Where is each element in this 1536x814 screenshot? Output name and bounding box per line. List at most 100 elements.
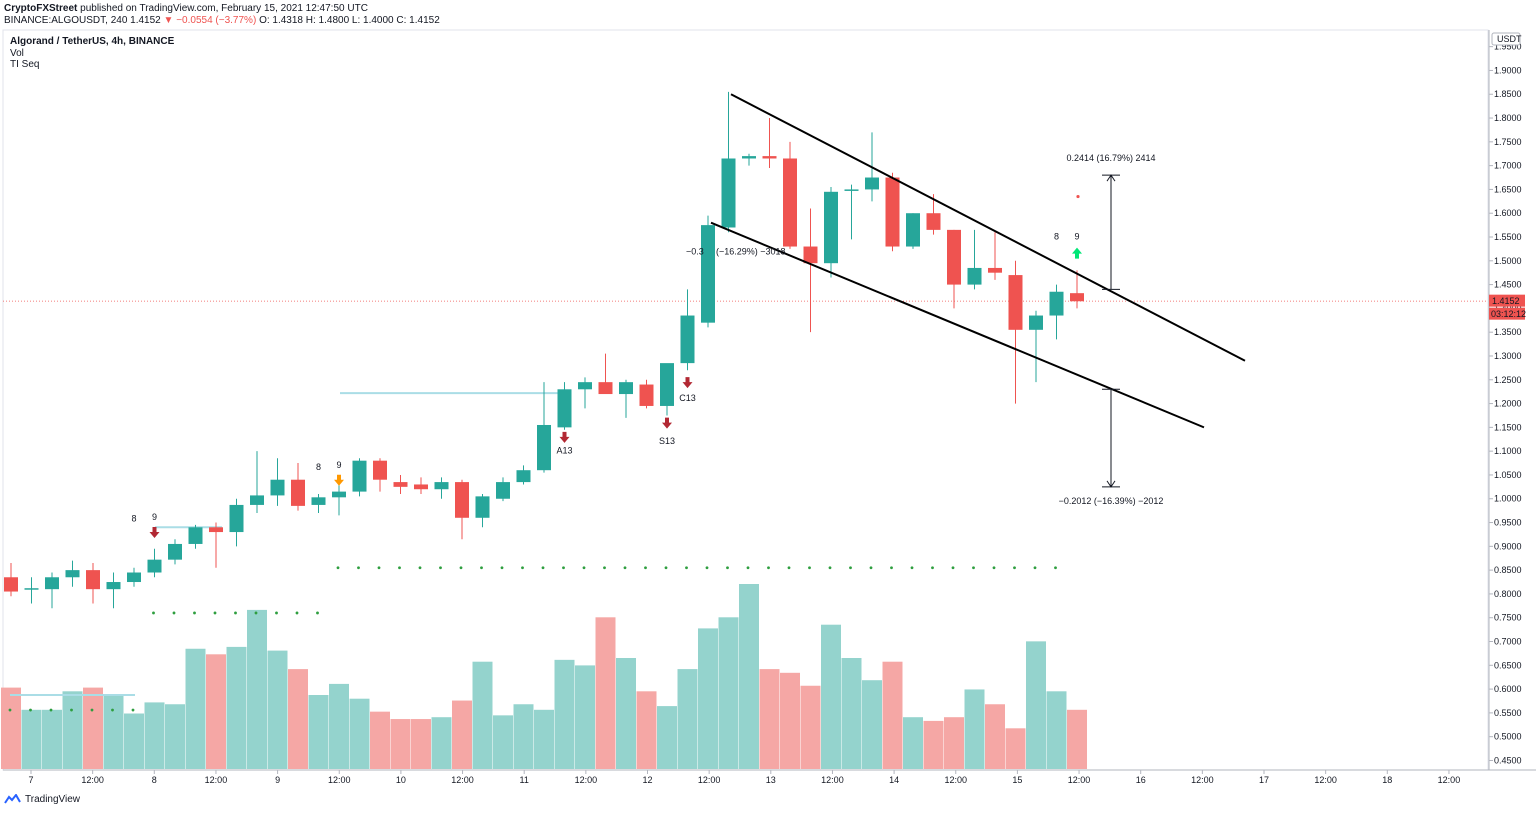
price-tick-label: 1.0500 — [1494, 470, 1522, 480]
price-tick-label: 1.2000 — [1494, 399, 1522, 409]
volume-bar — [83, 687, 103, 769]
volume-bar — [493, 715, 513, 769]
seq-support-dot — [664, 566, 668, 570]
candle-body — [168, 543, 182, 560]
seq-support-dot — [972, 566, 975, 570]
candle-body — [885, 177, 900, 247]
seq-down-arrow-icon — [149, 527, 160, 539]
seq-support-dot — [603, 566, 606, 570]
candle-body — [557, 389, 572, 428]
candle-body — [65, 570, 80, 578]
seq-support-dot — [172, 611, 176, 615]
time-tick-label: 12:00 — [575, 775, 598, 785]
price-tick-label: 0.9000 — [1494, 541, 1522, 551]
seq-count-label: 9 — [336, 460, 341, 470]
seq-support-dot — [8, 708, 12, 712]
measure-label: −0.2012 (−16.39%) −2012 — [1059, 496, 1164, 506]
price-tick-label: 1.2500 — [1494, 375, 1522, 385]
volume-bar — [554, 659, 575, 769]
candle-body — [24, 588, 39, 590]
price-tick-label: 0.7500 — [1494, 613, 1522, 623]
legend-study-vol[interactable]: Vol — [10, 47, 24, 59]
candle-body — [496, 482, 510, 499]
seq-support-dot — [336, 566, 340, 570]
partial-measure-label: −0.3 — [686, 246, 704, 256]
candle-body — [598, 382, 613, 395]
volume-bar — [698, 628, 718, 769]
seq-support-dot — [931, 566, 934, 570]
volume-bar — [431, 717, 452, 769]
seq-support-dot — [193, 611, 196, 615]
seq-support-dot — [869, 566, 873, 570]
candle-body — [926, 213, 941, 230]
measure-arrowhead — [1106, 480, 1116, 488]
current-price-badge — [1489, 294, 1525, 307]
seq-down-arrow-icon — [662, 417, 672, 429]
price-tick-label: 0.9500 — [1494, 518, 1522, 528]
seq-marker-dot — [1076, 194, 1080, 199]
price-tick-label: 1.7000 — [1494, 161, 1522, 171]
volume-bar — [42, 709, 62, 769]
seq-support-dot — [1033, 566, 1037, 570]
candle-body — [988, 267, 1002, 273]
time-tick-label: 11 — [520, 775, 529, 785]
volume-bar — [472, 661, 493, 769]
price-tick-label: 1.9500 — [1494, 42, 1522, 52]
seq-support-dot — [1013, 566, 1016, 570]
candle-body — [537, 424, 551, 471]
time-tick-label: 17 — [1259, 775, 1269, 785]
volume-bar — [718, 617, 739, 769]
seq-support-dot — [623, 566, 627, 570]
legend-symbol[interactable]: Algorand / TetherUS, 4h, BINANCE — [10, 36, 175, 47]
volume-bar — [370, 711, 390, 769]
time-tick-label: 9 — [275, 775, 280, 785]
volume-bar — [308, 695, 329, 769]
seq-support-dot — [439, 566, 442, 570]
seq-support-dot — [357, 566, 360, 570]
time-tick-label: 12:00 — [1314, 775, 1337, 785]
volume-bar — [985, 704, 1005, 769]
seq-support-dot — [275, 611, 278, 615]
candle-body — [229, 504, 244, 533]
seq-support-dot — [377, 566, 381, 570]
legend-study-tiseq[interactable]: TI Seq — [10, 59, 40, 70]
time-tick-label: 14 — [889, 775, 899, 785]
seq-support-dot — [213, 611, 217, 615]
time-tick-label: 12:00 — [698, 775, 721, 785]
seq-support-dot — [234, 611, 237, 615]
candle-body — [455, 482, 469, 518]
time-tick-label: 12:00 — [328, 775, 351, 785]
author-name[interactable]: CryptoFXStreet — [4, 3, 78, 14]
seq-support-dot — [418, 566, 422, 570]
volume-bar — [349, 698, 370, 769]
volume-bar — [575, 665, 595, 769]
brand-name: TradingView — [25, 794, 81, 805]
candle-body — [680, 315, 695, 364]
seq-support-dot — [521, 566, 524, 570]
candle-body — [209, 527, 223, 533]
volume-bar — [862, 680, 882, 769]
candle-body — [1070, 293, 1084, 302]
volume-bar — [390, 719, 411, 769]
currency-badge — [1491, 32, 1521, 46]
seq-count-label: A13 — [556, 446, 572, 456]
seq-down-arrow-icon — [334, 474, 344, 486]
price-tick-label: 0.4500 — [1494, 755, 1522, 765]
candle-body — [414, 484, 428, 490]
footer-brand[interactable]: TradingView — [4, 794, 80, 805]
candle-body — [906, 213, 920, 247]
seq-support-dot — [992, 566, 996, 570]
candle-body — [4, 577, 18, 592]
time-tick-label: 12:00 — [451, 775, 474, 785]
time-tick-label: 18 — [1382, 775, 1392, 785]
price-tick-label: 0.7000 — [1494, 637, 1522, 647]
seq-support-dot — [90, 708, 94, 712]
volume-bar — [800, 685, 821, 769]
seq-support-dot — [951, 566, 955, 570]
volume-bar — [964, 689, 985, 769]
candle-body — [475, 496, 490, 518]
price-tick-label: 1.9000 — [1494, 65, 1522, 75]
volume-bar — [616, 658, 636, 769]
volume-bar — [882, 661, 903, 769]
